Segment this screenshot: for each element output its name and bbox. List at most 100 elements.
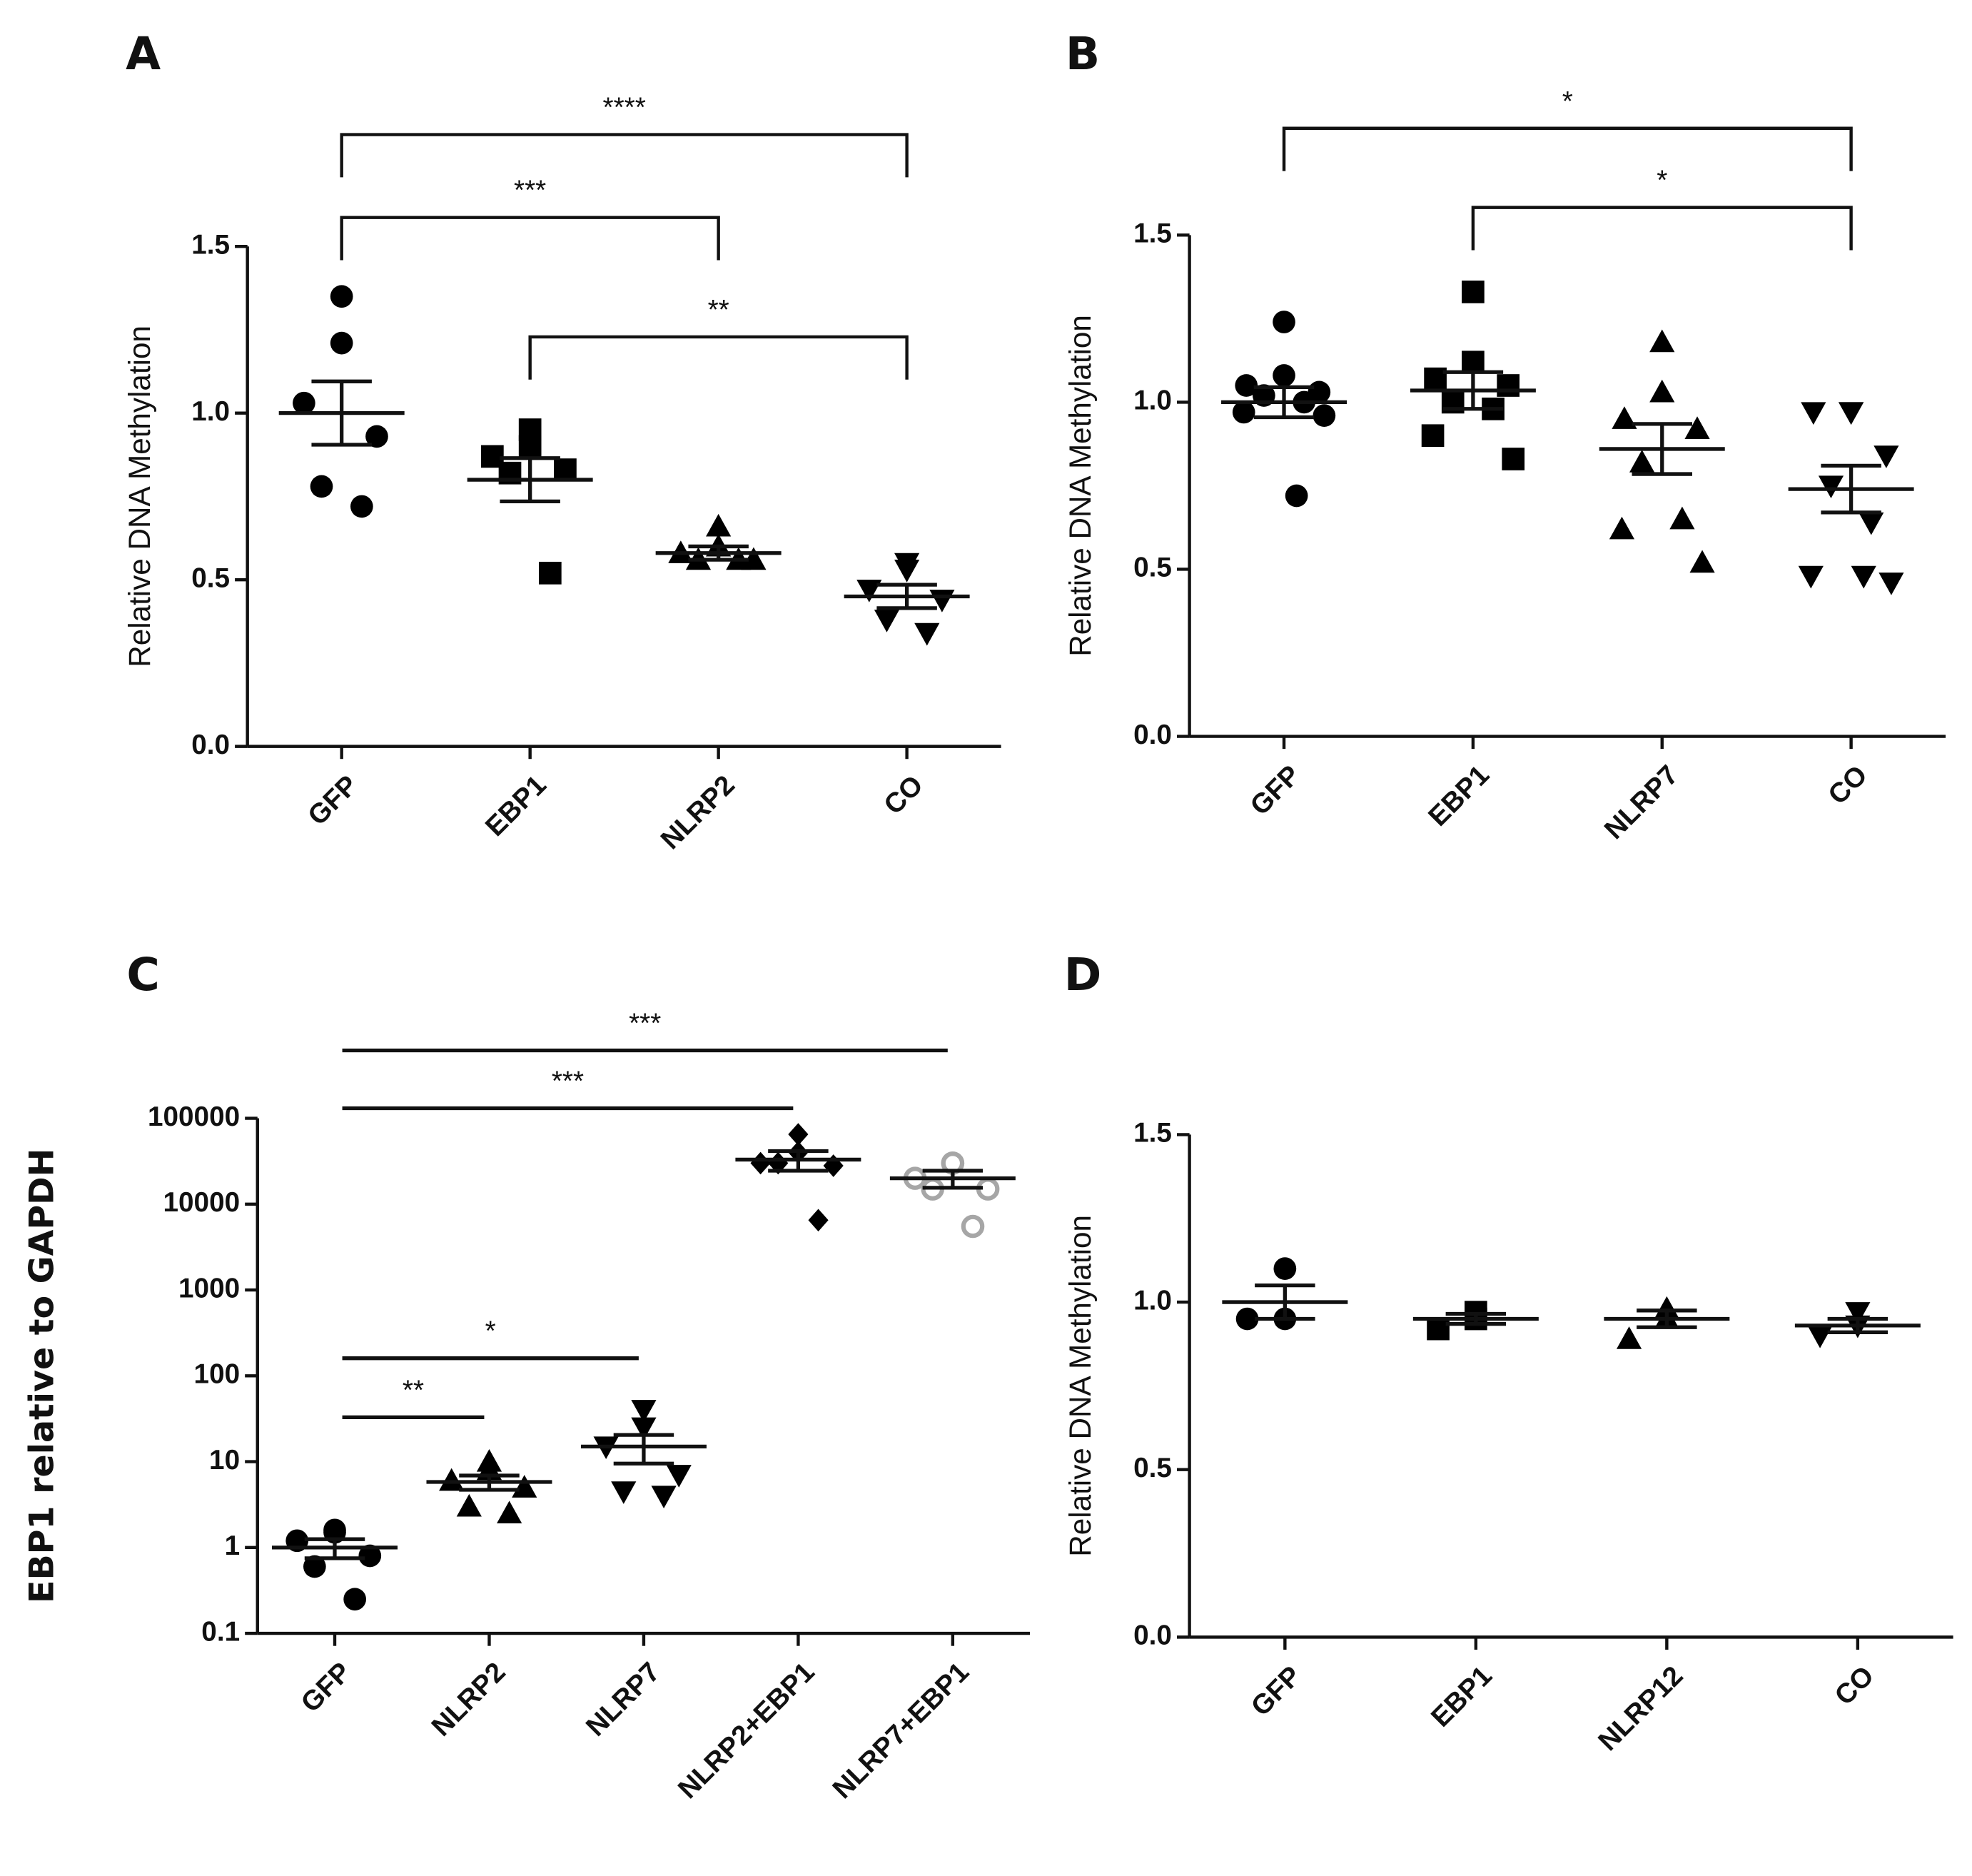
x-tick-label: EBP1 (1422, 760, 1495, 832)
y-tick-label: 1.0 (1133, 1285, 1172, 1316)
significance-bracket (340, 133, 909, 178)
data-point (631, 1417, 657, 1441)
data-point (1616, 1326, 1642, 1349)
y-tick-label: 1.5 (1133, 218, 1172, 249)
data-point (1807, 1325, 1833, 1348)
data-point (788, 1123, 809, 1146)
significance-label: **** (603, 93, 646, 123)
y-tick-label: 100000 (148, 1101, 240, 1132)
x-tick-label: NLRP2+EBP1 (672, 1657, 821, 1805)
data-point (1798, 565, 1824, 589)
data-point (1649, 379, 1675, 403)
x-tick-label: NLRP12 (1592, 1660, 1689, 1757)
x-tick-label: GFP (1245, 760, 1307, 822)
data-point (1497, 374, 1520, 397)
data-point (611, 1481, 637, 1504)
y-tick-label: 1000 (178, 1273, 240, 1303)
data-point (666, 1465, 692, 1488)
data-point (631, 1400, 657, 1423)
data-point (651, 1486, 677, 1509)
y-tick-label: 0.5 (1133, 1453, 1172, 1483)
data-point (439, 1468, 465, 1491)
data-point (365, 425, 388, 448)
data-point (1649, 329, 1675, 353)
y-tick-label: 0.0 (1133, 720, 1172, 750)
x-tick-label: NLRP7 (580, 1657, 666, 1743)
y-axis-label: Relative DNA Methylation (1063, 1215, 1097, 1557)
y-tick-label: 1 (225, 1530, 241, 1561)
data-point (1684, 416, 1710, 439)
data-point (1818, 475, 1844, 499)
panel-label: D (1064, 948, 1102, 1001)
significance-label: *** (629, 1009, 661, 1039)
data-point (768, 1151, 789, 1175)
data-point (1273, 311, 1295, 333)
data-point (310, 475, 333, 498)
data-point (293, 391, 315, 415)
significance-label: *** (552, 1066, 584, 1096)
data-point (1462, 351, 1485, 374)
data-point (1874, 445, 1899, 468)
data-point (1462, 281, 1485, 303)
y-tick-label: 1.5 (1133, 1118, 1172, 1149)
data-point (1629, 450, 1655, 473)
x-tick-label: CO (1822, 760, 1873, 810)
data-point (808, 1209, 829, 1232)
significance-bracket (528, 335, 909, 380)
y-tick-label: 100 (194, 1359, 241, 1390)
x-tick-label: EBP1 (480, 770, 552, 842)
y-tick-label: 1.0 (1133, 385, 1172, 416)
data-point (456, 1493, 482, 1517)
data-point (1609, 516, 1635, 540)
data-point (358, 1544, 382, 1568)
panel-label: C (126, 948, 160, 1001)
data-point (1845, 1302, 1871, 1325)
data-point (1839, 402, 1864, 425)
data-point (1859, 512, 1884, 535)
significance-label: *** (514, 176, 546, 206)
panel-label: B (1066, 27, 1100, 80)
data-point (750, 1151, 771, 1175)
panel-label: A (126, 27, 161, 80)
data-point (874, 610, 900, 632)
data-point (961, 1214, 985, 1239)
x-tick-label: EBP1 (1425, 1660, 1498, 1733)
data-point (330, 331, 353, 355)
x-tick-label: GFP (1245, 1660, 1308, 1723)
data-point (1273, 364, 1295, 387)
y-axis-label: EBP1 relative to GAPDH (23, 1149, 62, 1603)
data-point (706, 513, 732, 537)
y-axis-label: Relative DNA Methylation (123, 326, 156, 667)
data-point (1235, 1307, 1259, 1331)
data-point (497, 1501, 522, 1524)
y-tick-label: 10 (209, 1445, 240, 1476)
significance-label: * (1657, 166, 1667, 196)
significance-bracket (340, 216, 720, 261)
y-axis-label: Relative DNA Methylation (1063, 315, 1097, 657)
x-tick-label: CO (1829, 1660, 1880, 1711)
data-point (1502, 448, 1525, 470)
y-tick-label: 1.0 (191, 396, 230, 427)
y-tick-label: 0.1 (201, 1616, 240, 1647)
significance-label: * (1562, 86, 1573, 117)
data-point (856, 580, 882, 602)
y-tick-label: 0.0 (191, 730, 230, 760)
data-point (518, 435, 542, 458)
y-tick-label: 0.5 (1133, 553, 1172, 583)
data-point (1421, 424, 1445, 448)
y-tick-label: 1.5 (191, 229, 230, 260)
significance-label: * (485, 1316, 496, 1347)
data-point (1612, 406, 1637, 429)
data-point (350, 495, 373, 518)
data-point (1313, 404, 1336, 427)
x-tick-label: NLRP2 (655, 770, 741, 855)
data-point (343, 1588, 367, 1611)
significance-label: ** (403, 1375, 424, 1406)
data-point (538, 561, 562, 585)
significance-label: ** (708, 295, 729, 326)
x-tick-label: NLRP7+EBP1 (826, 1657, 975, 1805)
data-point (1801, 402, 1826, 425)
data-point (330, 285, 353, 308)
